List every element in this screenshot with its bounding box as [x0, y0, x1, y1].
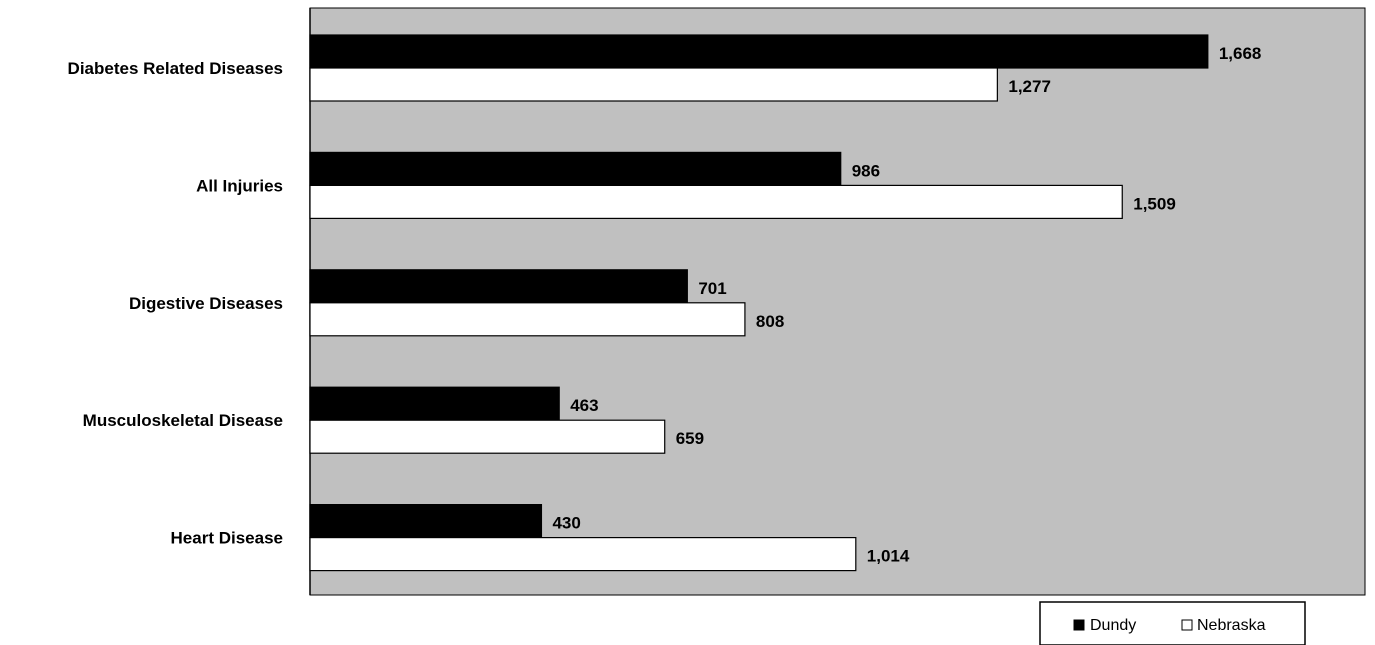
value-label-dundy-digestive-diseases: 701 — [698, 279, 726, 298]
category-label-musculoskeletal-disease: Musculoskeletal Disease — [83, 411, 283, 430]
value-label-nebraska-all-injuries: 1,509 — [1133, 194, 1176, 213]
value-label-dundy-heart-disease: 430 — [552, 514, 580, 533]
value-label-nebraska-musculoskeletal-disease: 659 — [676, 429, 704, 448]
category-label-diabetes-related-diseases: Diabetes Related Diseases — [68, 59, 283, 78]
legend-swatch-nebraska — [1181, 619, 1193, 631]
bar-dundy-all-injuries — [309, 151, 842, 186]
legend-swatch-dundy — [1073, 619, 1085, 631]
value-label-nebraska-diabetes-related-diseases: 1,277 — [1008, 77, 1051, 96]
bar-nebraska-all-injuries — [309, 184, 1123, 219]
bar-nebraska-digestive-diseases — [309, 302, 746, 337]
bars-layer — [309, 34, 1209, 572]
bar-nebraska-diabetes-related-diseases — [309, 67, 998, 102]
value-label-nebraska-heart-disease: 1,014 — [867, 547, 910, 566]
value-label-dundy-diabetes-related-diseases: 1,668 — [1219, 44, 1262, 63]
legend-label-nebraska: Nebraska — [1197, 617, 1266, 634]
category-label-digestive-diseases: Digestive Diseases — [129, 294, 283, 313]
bar-nebraska-heart-disease — [309, 536, 857, 572]
legend: Dundy Nebraska — [1039, 601, 1306, 645]
labels-layer: Diabetes Related Diseases 1,668 1,277 All I… — [68, 44, 1262, 566]
bar-dundy-diabetes-related-diseases — [309, 34, 1209, 69]
category-label-heart-disease: Heart Disease — [171, 529, 283, 548]
bar-dundy-heart-disease — [309, 504, 543, 539]
value-label-dundy-all-injuries: 986 — [852, 161, 880, 180]
bar-nebraska-musculoskeletal-disease — [309, 419, 666, 454]
value-label-nebraska-digestive-diseases: 808 — [756, 312, 784, 331]
bar-dundy-musculoskeletal-disease — [309, 386, 560, 421]
value-label-dundy-musculoskeletal-disease: 463 — [570, 396, 598, 415]
legend-label-dundy: Dundy — [1090, 617, 1136, 634]
bar-dundy-digestive-diseases — [309, 269, 688, 304]
category-label-all-injuries: All Injuries — [196, 176, 283, 195]
